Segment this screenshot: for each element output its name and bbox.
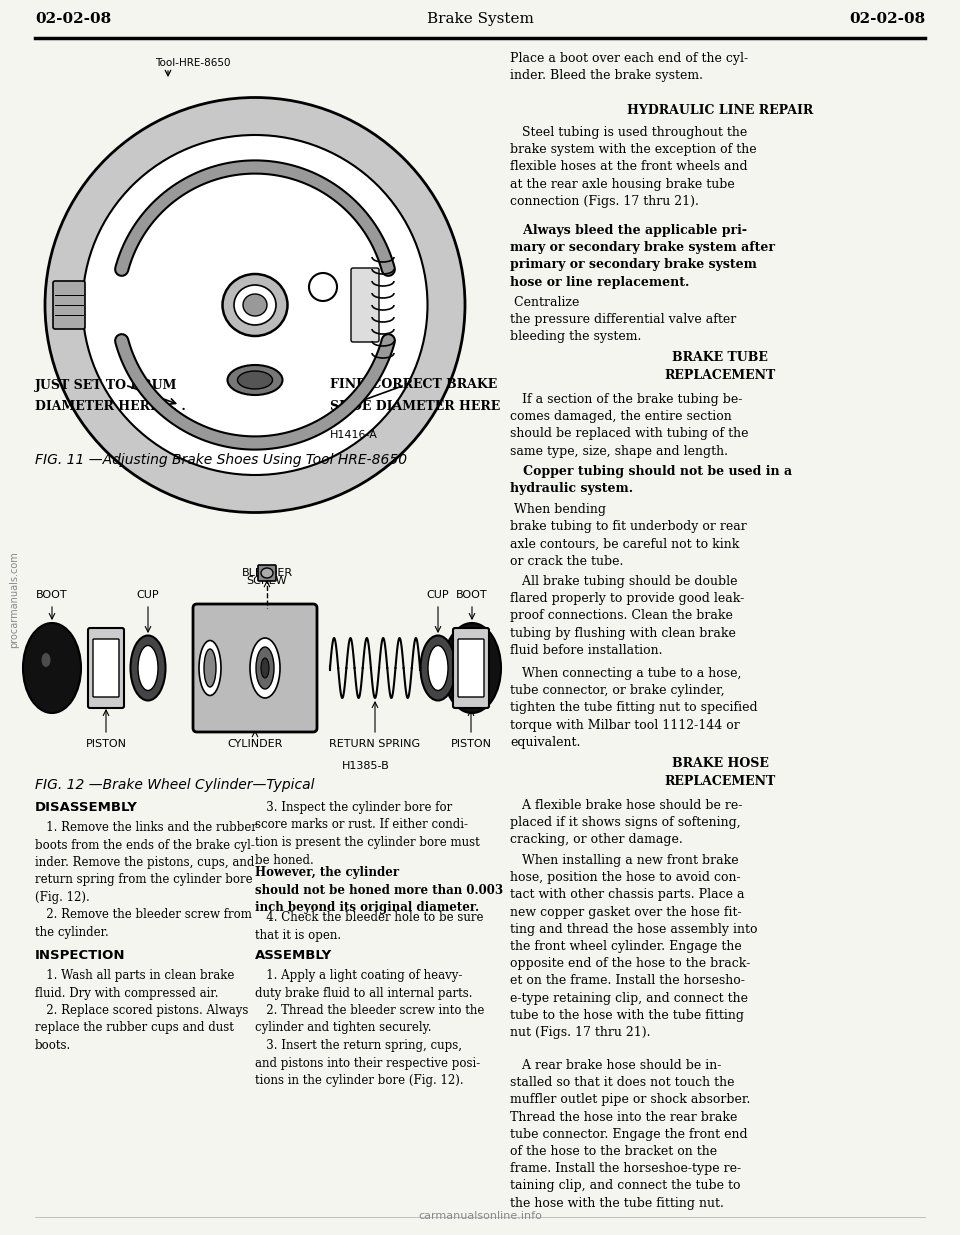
Text: BRAKE TUBE: BRAKE TUBE <box>672 351 768 364</box>
Ellipse shape <box>428 646 448 690</box>
Text: 1. Wash all parts in clean brake
fluid. Dry with compressed air.
   2. Replace s: 1. Wash all parts in clean brake fluid. … <box>35 969 249 1052</box>
Text: 1. Remove the links and the rubber
boots from the ends of the brake cyl-
inder. : 1. Remove the links and the rubber boots… <box>35 821 257 939</box>
Text: 3. Inspect the cylinder bore for
score marks or rust. If either condi-
tion is p: 3. Inspect the cylinder bore for score m… <box>255 802 480 867</box>
Text: FIND CORRECT BRAKE: FIND CORRECT BRAKE <box>330 378 497 391</box>
Ellipse shape <box>256 647 274 689</box>
Text: RETURN SPRING: RETURN SPRING <box>329 739 420 748</box>
Text: H1385-B: H1385-B <box>343 761 390 771</box>
FancyBboxPatch shape <box>351 268 379 342</box>
Text: CYLINDER: CYLINDER <box>228 739 282 748</box>
Text: However, the cylinder
should not be honed more than 0.003
inch beyond its origin: However, the cylinder should not be hone… <box>255 866 503 914</box>
Text: BRAKE HOSE: BRAKE HOSE <box>672 757 768 769</box>
Ellipse shape <box>204 650 216 687</box>
Text: CUP: CUP <box>426 590 449 600</box>
Text: 02-02-08: 02-02-08 <box>35 12 111 26</box>
Ellipse shape <box>234 285 276 325</box>
Ellipse shape <box>223 274 287 336</box>
Text: All brake tubing should be double
flared properly to provide good leak-
proof co: All brake tubing should be double flared… <box>510 576 744 657</box>
FancyBboxPatch shape <box>53 282 85 329</box>
Text: Centralize
the pressure differential valve after
bleeding the system.: Centralize the pressure differential val… <box>510 296 736 343</box>
Text: REPLACEMENT: REPLACEMENT <box>664 776 776 788</box>
Ellipse shape <box>228 366 282 395</box>
Text: PISTON: PISTON <box>450 739 492 748</box>
FancyBboxPatch shape <box>458 638 484 697</box>
Text: When connecting a tube to a hose,
tube connector, or brake cylinder,
tighten the: When connecting a tube to a hose, tube c… <box>510 667 757 748</box>
Text: PISTON: PISTON <box>85 739 127 748</box>
Ellipse shape <box>41 653 51 667</box>
Ellipse shape <box>243 294 267 316</box>
Text: DISASSEMBLY: DISASSEMBLY <box>35 802 138 814</box>
Text: BLEEDER: BLEEDER <box>241 568 293 578</box>
Ellipse shape <box>443 622 501 713</box>
Ellipse shape <box>23 622 81 713</box>
Text: If a section of the brake tubing be-
comes damaged, the entire section
should be: If a section of the brake tubing be- com… <box>510 393 749 458</box>
Text: BOOT: BOOT <box>456 590 488 600</box>
Text: procarmanuals.com: procarmanuals.com <box>9 552 19 648</box>
Text: Steel tubing is used throughout the
brake system with the exception of the
flexi: Steel tubing is used throughout the brak… <box>510 126 756 207</box>
Text: SHOE DIAMETER HERE: SHOE DIAMETER HERE <box>330 400 500 412</box>
Ellipse shape <box>420 636 455 700</box>
Text: CUP: CUP <box>136 590 159 600</box>
Text: DIAMETER HERE . . .: DIAMETER HERE . . . <box>35 400 185 412</box>
Ellipse shape <box>83 135 427 475</box>
Text: Always bleed the applicable pri-
mary or secondary brake system after
primary or: Always bleed the applicable pri- mary or… <box>510 224 775 289</box>
Text: BOOT: BOOT <box>36 590 68 600</box>
Text: Place a boot over each end of the cyl-
inder. Bleed the brake system.: Place a boot over each end of the cyl- i… <box>510 52 748 83</box>
Text: HYDRAULIC LINE REPAIR: HYDRAULIC LINE REPAIR <box>627 104 813 117</box>
Text: 1. Apply a light coating of heavy-
duty brake fluid to all internal parts.
   2.: 1. Apply a light coating of heavy- duty … <box>255 969 485 1087</box>
Text: carmanualsonline.info: carmanualsonline.info <box>418 1212 542 1221</box>
Ellipse shape <box>131 636 165 700</box>
Text: 4. Check the bleeder hole to be sure
that it is open.: 4. Check the bleeder hole to be sure tha… <box>255 911 484 941</box>
Ellipse shape <box>261 568 273 578</box>
Text: JUST SET TO DRUM: JUST SET TO DRUM <box>35 378 178 391</box>
Ellipse shape <box>261 658 269 678</box>
Text: When bending
brake tubing to fit underbody or rear
axle contours, be careful not: When bending brake tubing to fit underbo… <box>510 503 747 568</box>
Text: ASSEMBLY: ASSEMBLY <box>255 948 332 962</box>
Ellipse shape <box>237 370 273 389</box>
Ellipse shape <box>250 638 280 698</box>
FancyBboxPatch shape <box>88 629 124 708</box>
Ellipse shape <box>199 641 221 695</box>
Text: SCREW: SCREW <box>247 576 287 585</box>
Text: REPLACEMENT: REPLACEMENT <box>664 369 776 382</box>
FancyBboxPatch shape <box>258 564 276 580</box>
FancyBboxPatch shape <box>93 638 119 697</box>
Ellipse shape <box>45 98 465 513</box>
Text: Tool-HRE-8650: Tool-HRE-8650 <box>155 58 230 68</box>
Text: FIG. 12 —Brake Wheel Cylinder—Typical: FIG. 12 —Brake Wheel Cylinder—Typical <box>35 778 315 792</box>
Ellipse shape <box>138 646 158 690</box>
Text: A flexible brake hose should be re-
placed if it shows signs of softening,
crack: A flexible brake hose should be re- plac… <box>510 799 742 846</box>
Text: FIG. 11 —Adjusting Brake Shoes Using Tool HRE-8650: FIG. 11 —Adjusting Brake Shoes Using Too… <box>35 453 407 467</box>
FancyBboxPatch shape <box>193 604 317 732</box>
Text: Brake System: Brake System <box>426 12 534 26</box>
Text: INSPECTION: INSPECTION <box>35 948 126 962</box>
Text: H1416-A: H1416-A <box>330 430 378 440</box>
FancyBboxPatch shape <box>453 629 489 708</box>
Text: When installing a new front brake
hose, position the hose to avoid con-
tact wit: When installing a new front brake hose, … <box>510 853 757 1039</box>
Text: Copper tubing should not be used in a
hydraulic system.: Copper tubing should not be used in a hy… <box>510 466 792 495</box>
Text: 02-02-08: 02-02-08 <box>849 12 925 26</box>
Text: A rear brake hose should be in-
stalled so that it does not touch the
muffler ou: A rear brake hose should be in- stalled … <box>510 1058 751 1209</box>
Ellipse shape <box>309 273 337 301</box>
